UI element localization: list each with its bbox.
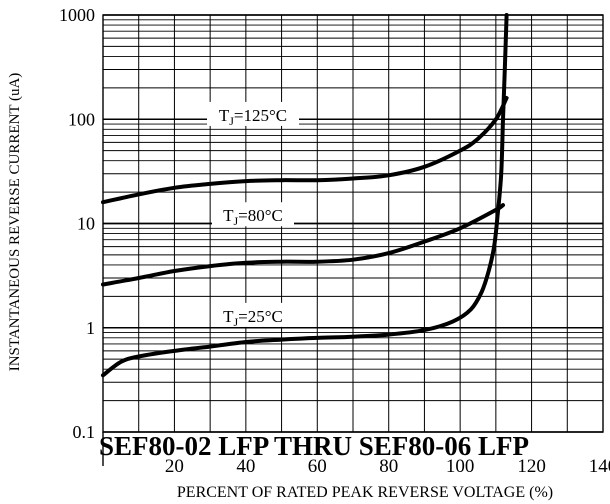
- x-tick-label: 20: [165, 456, 184, 477]
- x-tick-label: 100: [446, 456, 475, 477]
- series-label: TJ=25°C: [223, 307, 283, 329]
- y-tick-label: 1: [86, 318, 95, 338]
- x-tick-label: 40: [236, 456, 255, 477]
- y-axis-label: INSTANTANEOUS REVERSE CURRENT (uA): [7, 73, 23, 372]
- series-label-bg: [207, 101, 299, 126]
- axes: [102, 14, 604, 466]
- x-tick-label: 60: [308, 456, 327, 477]
- series-label-bg: [212, 302, 294, 327]
- y-tick-label: 100: [68, 109, 95, 129]
- y-tick-label: 0.1: [73, 422, 96, 442]
- x-tick-label: 120: [517, 456, 546, 477]
- watermark-text: SEF80-02 LFP THRU SEF80-06 LFP: [99, 431, 529, 461]
- series-line: [101, 13, 509, 378]
- y-tick-label: 1000: [59, 5, 95, 25]
- series-label: TJ=80°C: [223, 206, 283, 228]
- watermark-layer: SEF80-02 LFP THRU SEF80-06 LFP: [0, 431, 610, 504]
- series-labels: TJ=125°C TJ=80°C TJ=25°C: [207, 101, 299, 329]
- series-label-bg: [212, 202, 294, 227]
- x-tick-label: 140: [589, 456, 610, 477]
- series-lines: [101, 13, 509, 378]
- grid: [102, 14, 604, 433]
- series-line: [101, 203, 505, 287]
- plot-frame: [102, 14, 604, 433]
- x-axis-label: PERCENT OF RATED PEAK REVERSE VOLTAGE (%…: [177, 484, 553, 501]
- x-tick-label: 80: [379, 456, 398, 477]
- y-tick-label: 10: [77, 214, 95, 234]
- tick-labels: 0.1 1 10 100 1000 20 40 60 80 100 120 140: [59, 5, 610, 477]
- series-line: [101, 96, 509, 205]
- series-label: TJ=125°C: [219, 106, 287, 128]
